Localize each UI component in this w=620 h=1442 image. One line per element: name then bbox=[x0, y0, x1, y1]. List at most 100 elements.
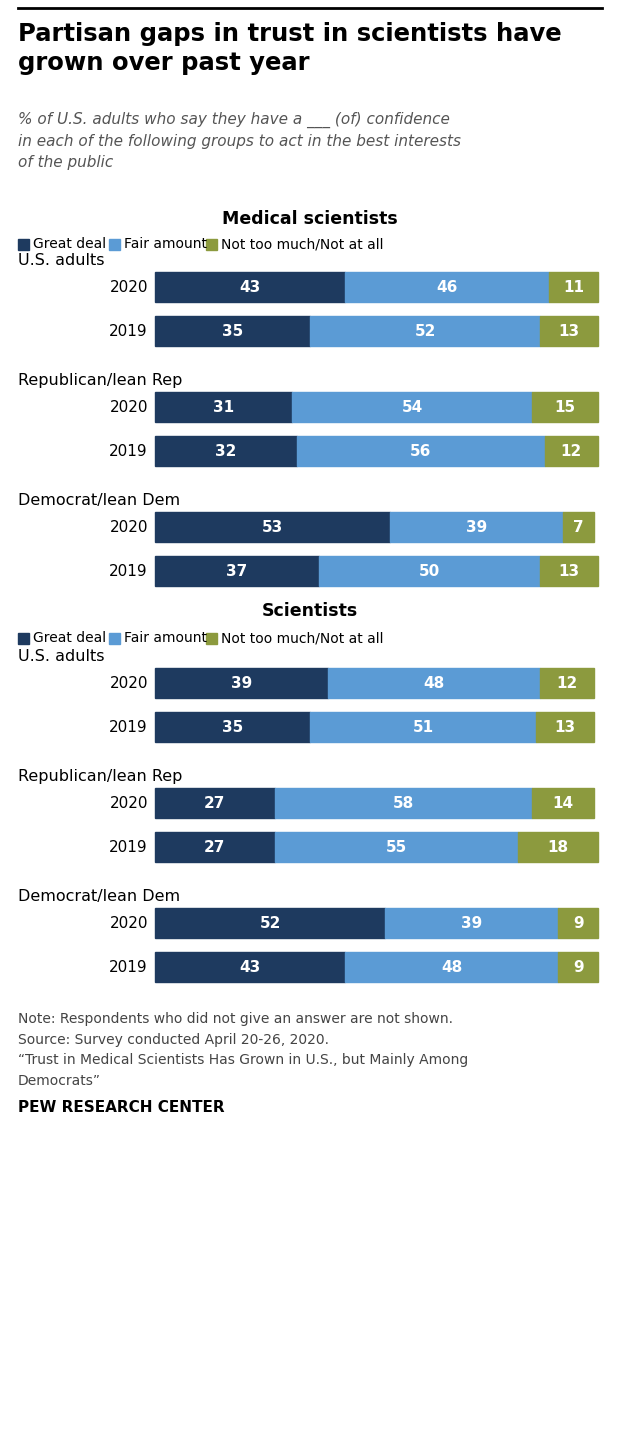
Bar bbox=[562, 512, 593, 542]
Bar bbox=[155, 832, 275, 862]
Bar bbox=[155, 908, 386, 937]
Text: 13: 13 bbox=[559, 323, 580, 339]
Text: Medical scientists: Medical scientists bbox=[222, 211, 398, 228]
Text: 2019: 2019 bbox=[109, 564, 148, 578]
Text: 53: 53 bbox=[262, 519, 283, 535]
Text: 46: 46 bbox=[436, 280, 458, 294]
Text: 7: 7 bbox=[573, 519, 583, 535]
Text: 12: 12 bbox=[561, 444, 582, 459]
Text: 35: 35 bbox=[222, 720, 243, 734]
Text: 13: 13 bbox=[559, 564, 580, 578]
Text: 2020: 2020 bbox=[110, 675, 148, 691]
Bar bbox=[531, 392, 598, 423]
Text: 48: 48 bbox=[423, 675, 445, 691]
Text: Republican/lean Rep: Republican/lean Rep bbox=[18, 769, 182, 784]
Bar bbox=[155, 273, 345, 301]
Text: Fair amount: Fair amount bbox=[124, 632, 207, 645]
Text: Not too much/Not at all: Not too much/Not at all bbox=[221, 236, 384, 251]
Bar bbox=[541, 316, 598, 346]
Bar bbox=[155, 668, 328, 698]
Text: 32: 32 bbox=[215, 444, 237, 459]
Text: 27: 27 bbox=[204, 839, 226, 855]
Text: 2019: 2019 bbox=[109, 720, 148, 734]
Text: 39: 39 bbox=[461, 916, 482, 930]
Text: 2020: 2020 bbox=[110, 519, 148, 535]
Text: 54: 54 bbox=[401, 399, 423, 414]
Bar bbox=[18, 633, 29, 643]
Text: 2020: 2020 bbox=[110, 916, 148, 930]
Text: 55: 55 bbox=[386, 839, 407, 855]
Text: 39: 39 bbox=[231, 675, 252, 691]
Text: 50: 50 bbox=[419, 564, 440, 578]
Text: 9: 9 bbox=[573, 916, 583, 930]
Bar bbox=[558, 952, 598, 982]
Bar bbox=[275, 787, 531, 818]
Text: Great deal: Great deal bbox=[33, 236, 106, 251]
Bar bbox=[109, 633, 120, 643]
Bar bbox=[155, 435, 297, 466]
Text: PEW RESEARCH CENTER: PEW RESEARCH CENTER bbox=[18, 1100, 224, 1115]
Bar bbox=[319, 557, 541, 585]
Text: 15: 15 bbox=[554, 399, 575, 414]
Bar bbox=[206, 633, 217, 643]
Bar bbox=[155, 952, 345, 982]
Text: 27: 27 bbox=[204, 796, 226, 810]
Text: 11: 11 bbox=[563, 280, 584, 294]
Text: 58: 58 bbox=[392, 796, 414, 810]
Bar bbox=[531, 787, 593, 818]
Bar bbox=[390, 512, 562, 542]
Bar bbox=[345, 273, 549, 301]
Text: Republican/lean Rep: Republican/lean Rep bbox=[18, 373, 182, 388]
Text: 2020: 2020 bbox=[110, 280, 148, 294]
Text: Great deal: Great deal bbox=[33, 632, 106, 645]
Text: 37: 37 bbox=[226, 564, 247, 578]
Text: 52: 52 bbox=[415, 323, 436, 339]
Text: U.S. adults: U.S. adults bbox=[18, 252, 105, 268]
Bar bbox=[155, 316, 310, 346]
Text: Note: Respondents who did not give an answer are not shown.
Source: Survey condu: Note: Respondents who did not give an an… bbox=[18, 1012, 468, 1087]
Bar bbox=[345, 952, 558, 982]
Bar bbox=[155, 557, 319, 585]
Text: 43: 43 bbox=[239, 280, 261, 294]
Bar bbox=[541, 668, 593, 698]
Bar bbox=[328, 668, 541, 698]
Text: 2019: 2019 bbox=[109, 444, 148, 459]
Text: Scientists: Scientists bbox=[262, 601, 358, 620]
Bar bbox=[275, 832, 518, 862]
Bar bbox=[518, 832, 598, 862]
Text: 13: 13 bbox=[554, 720, 575, 734]
Text: 2019: 2019 bbox=[109, 323, 148, 339]
Text: 2019: 2019 bbox=[109, 959, 148, 975]
Bar bbox=[109, 238, 120, 249]
Bar bbox=[558, 908, 598, 937]
Bar bbox=[155, 392, 293, 423]
Text: 12: 12 bbox=[556, 675, 578, 691]
Text: 9: 9 bbox=[573, 959, 583, 975]
Text: 14: 14 bbox=[552, 796, 573, 810]
Text: Partisan gaps in trust in scientists have
grown over past year: Partisan gaps in trust in scientists hav… bbox=[18, 22, 562, 75]
Bar bbox=[293, 392, 531, 423]
Text: Not too much/Not at all: Not too much/Not at all bbox=[221, 632, 384, 645]
Text: 51: 51 bbox=[412, 720, 433, 734]
Bar bbox=[310, 316, 541, 346]
Bar bbox=[155, 512, 390, 542]
Text: 48: 48 bbox=[441, 959, 463, 975]
Text: 31: 31 bbox=[213, 399, 234, 414]
Text: % of U.S. adults who say they have a ___ (of) confidence
in each of the followin: % of U.S. adults who say they have a ___… bbox=[18, 112, 461, 170]
Text: Fair amount: Fair amount bbox=[124, 236, 207, 251]
Text: 18: 18 bbox=[547, 839, 569, 855]
Bar bbox=[541, 557, 598, 585]
Text: 2020: 2020 bbox=[110, 796, 148, 810]
Bar bbox=[155, 787, 275, 818]
Bar bbox=[386, 908, 558, 937]
Text: 39: 39 bbox=[466, 519, 487, 535]
Text: 35: 35 bbox=[222, 323, 243, 339]
Bar bbox=[545, 435, 598, 466]
Bar bbox=[206, 238, 217, 249]
Text: 52: 52 bbox=[260, 916, 281, 930]
Text: 2019: 2019 bbox=[109, 839, 148, 855]
Text: Democrat/lean Dem: Democrat/lean Dem bbox=[18, 493, 180, 508]
Text: U.S. adults: U.S. adults bbox=[18, 649, 105, 663]
Bar bbox=[549, 273, 598, 301]
Text: Democrat/lean Dem: Democrat/lean Dem bbox=[18, 890, 180, 904]
